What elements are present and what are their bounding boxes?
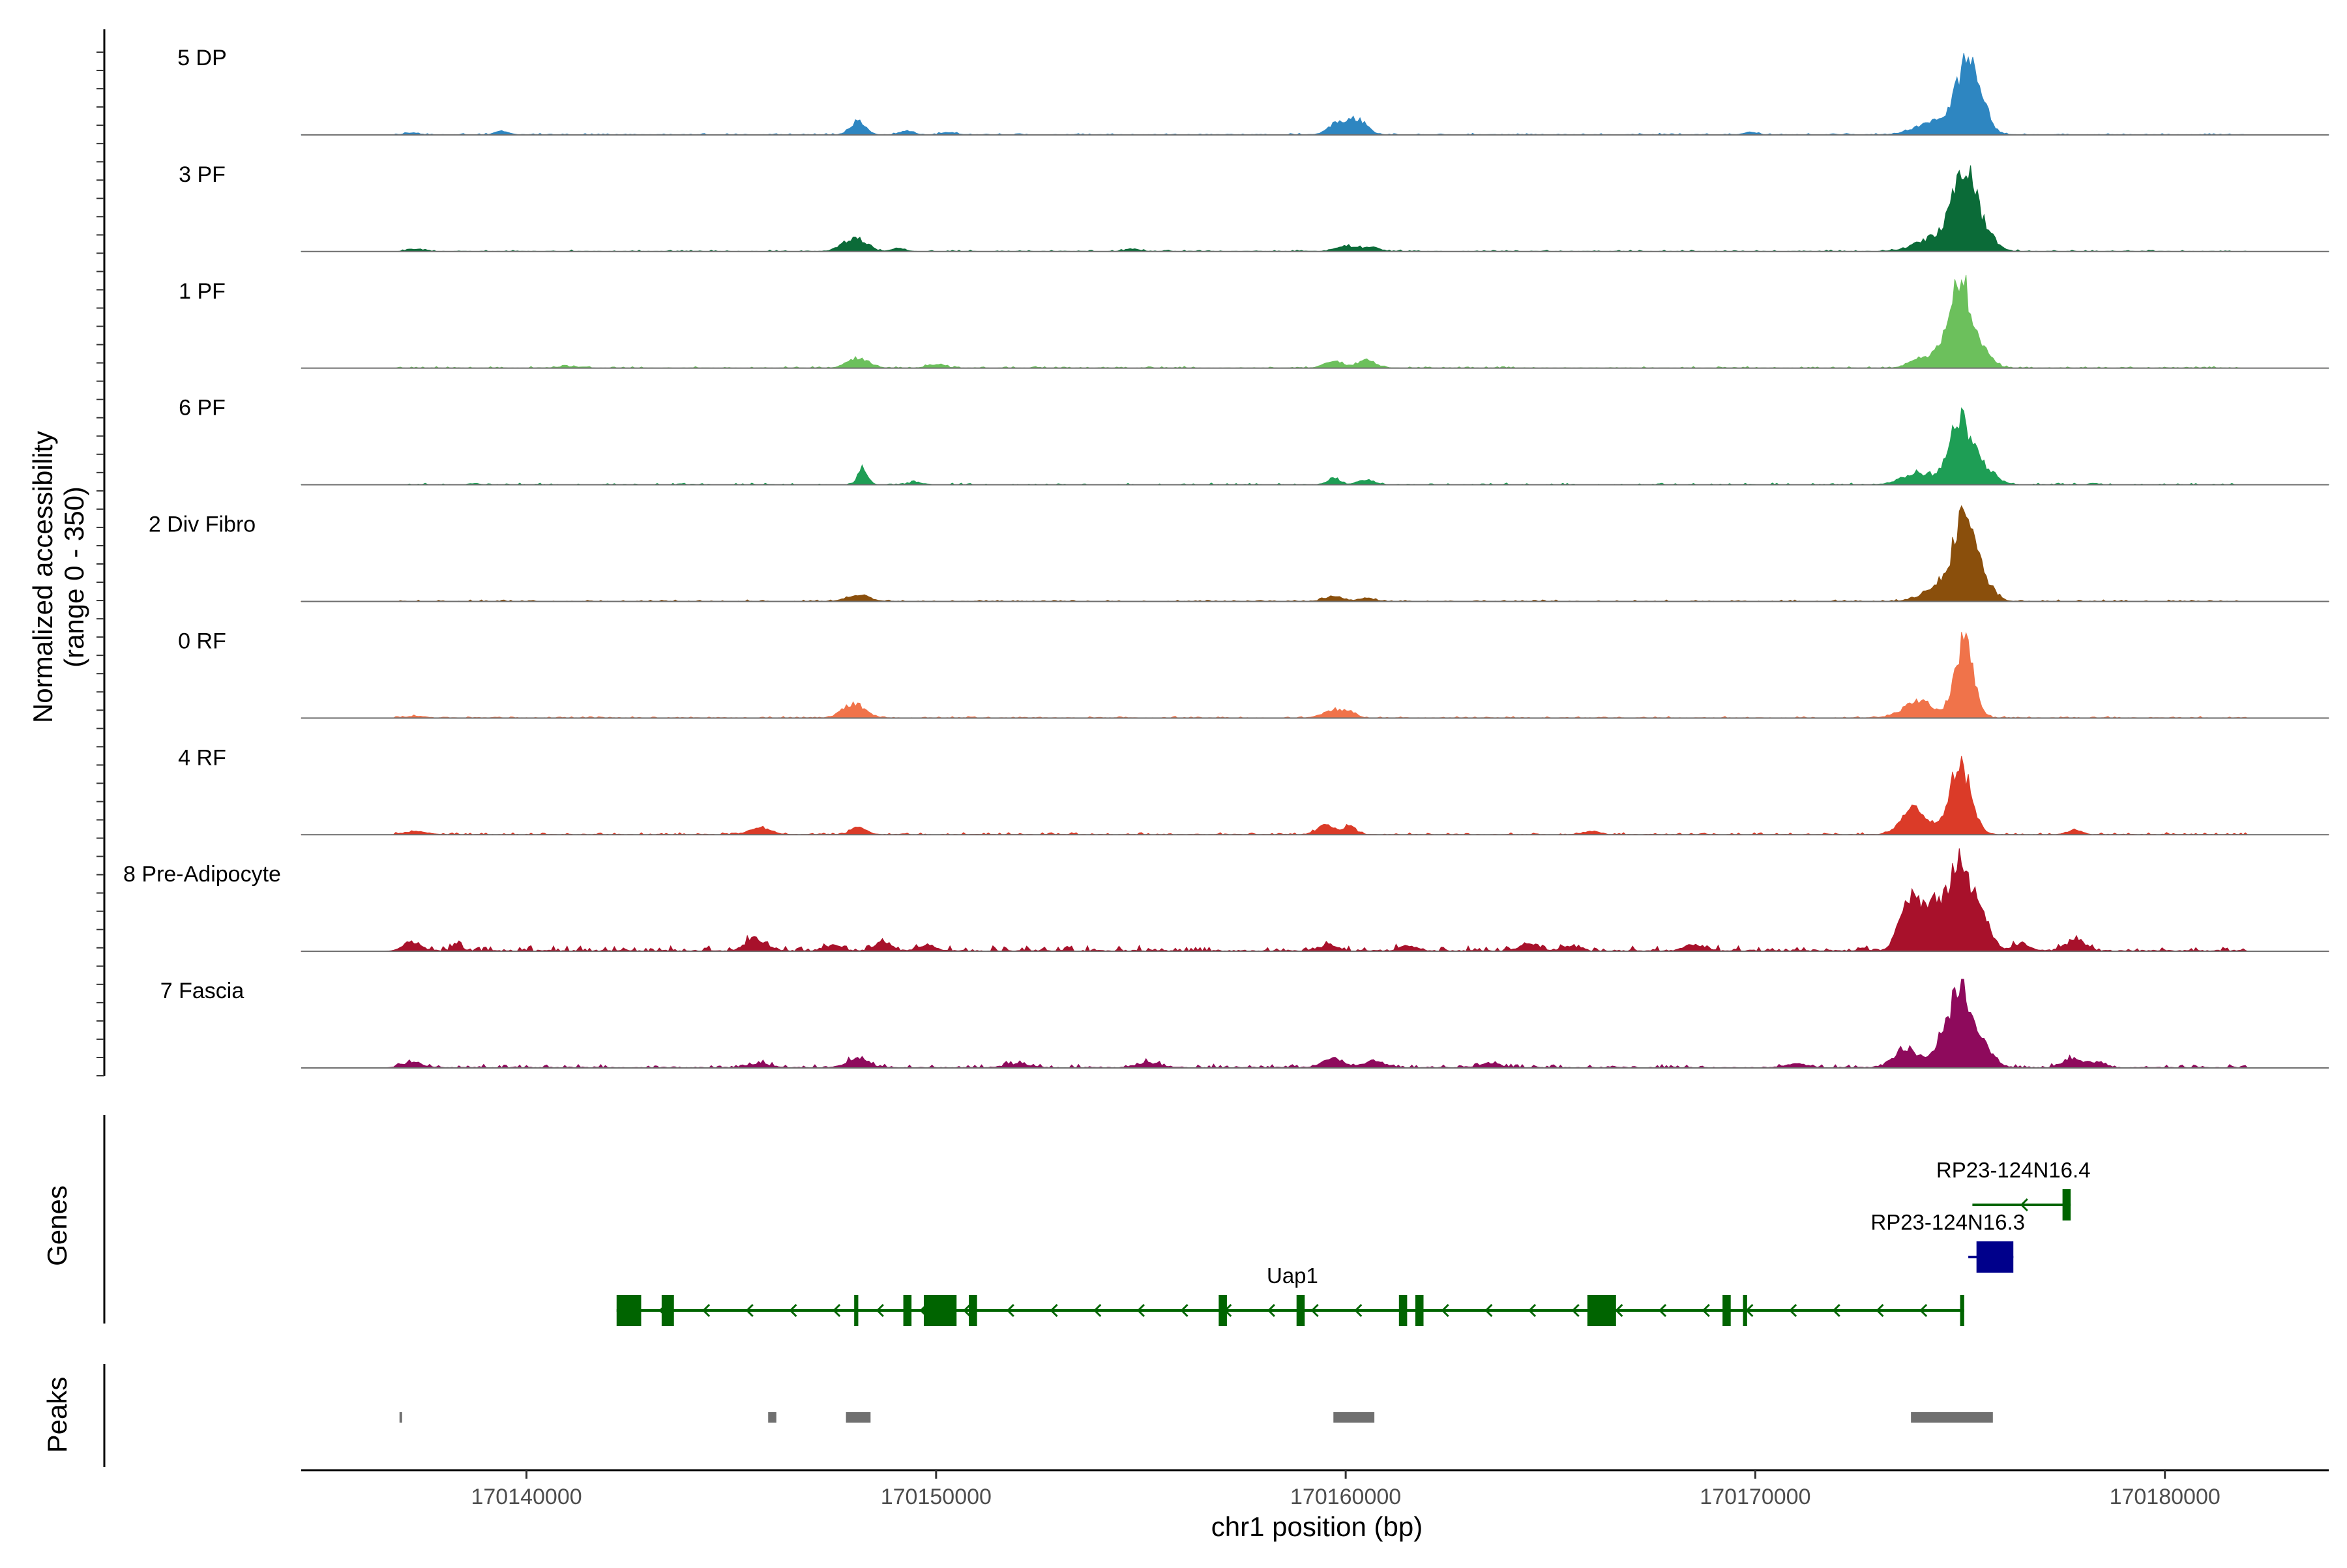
strand-arrow: [1702, 1303, 1710, 1318]
coverage-area: [301, 848, 2329, 952]
strand-arrow: [789, 1303, 797, 1318]
y-axis-title-line1: Normalized accessibility: [27, 431, 58, 723]
strand-arrow: [1006, 1303, 1014, 1318]
coverage-area: [301, 756, 2329, 835]
x-tick-label: 170180000: [2110, 1485, 2221, 1509]
coverage-area: [301, 274, 2329, 369]
gene-exon: [616, 1295, 642, 1326]
strand-arrow: [1658, 1303, 1667, 1318]
track-label: 6 PF: [179, 396, 226, 421]
gene-exon: [1976, 1241, 2014, 1273]
gene-uap1: Uap1: [616, 1264, 1964, 1326]
strand-arrow: [1441, 1303, 1449, 1318]
strand-arrow: [876, 1303, 884, 1318]
track-label: 3 PF: [179, 162, 226, 187]
track-label: 1 PF: [179, 279, 226, 304]
strand-arrow: [1615, 1303, 1623, 1318]
track-4-rf: 4 RF: [178, 745, 2329, 836]
strand-arrow: [1354, 1303, 1363, 1318]
gene-exon: [1218, 1295, 1227, 1326]
strand-arrow: [1093, 1303, 1102, 1318]
peak-track: [399, 1412, 1993, 1423]
gene-exon: [923, 1295, 957, 1326]
strand-arrow: [2020, 1198, 2028, 1212]
strand-arrow: [1136, 1303, 1145, 1318]
x-tick-label: 170140000: [471, 1485, 582, 1509]
strand-arrow: [1528, 1303, 1537, 1318]
x-axis: 170140000 170150000 170160000 170170000 1701…: [301, 1469, 2329, 1509]
coverage-tracks: 5 DP 3 PF 1 PF 6 PF 2 Div Fibro 0 RF 4 RF 8 Pre…: [123, 46, 2329, 1069]
coverage-area: [301, 632, 2329, 718]
strand-arrow: [833, 1303, 841, 1318]
strand-arrow: [1484, 1303, 1493, 1318]
track-label: 7 Fascia: [160, 979, 244, 1003]
strand-arrow: [1571, 1303, 1580, 1318]
gene-exon: [1296, 1295, 1305, 1326]
track-0-rf: 0 RF: [178, 629, 2329, 719]
y-axis-title-line2: (range 0 - 350): [59, 486, 89, 668]
strand-arrow: [1050, 1303, 1058, 1318]
strand-arrow: [702, 1303, 711, 1318]
gene-track: Uap1 RP23-124N16.3 RP23-124N16.4: [616, 1158, 2091, 1326]
strand-arrow: [1267, 1303, 1276, 1318]
track-label: 5 DP: [177, 46, 227, 70]
coverage-area: [301, 53, 2329, 136]
strand-arrow: [745, 1303, 754, 1318]
genes-axis-title: Genes: [42, 1185, 72, 1266]
x-tick-label: 170170000: [1700, 1485, 1810, 1509]
track-label: 0 RF: [178, 629, 226, 653]
track-8-pre-adipocyte: 8 Pre-Adipocyte: [123, 848, 2329, 953]
left-axes: [96, 29, 106, 1467]
gene-label: RP23-124N16.3: [1870, 1210, 2025, 1234]
track-2-div-fibro: 2 Div Fibro: [149, 505, 2329, 602]
strand-arrow: [1919, 1303, 1928, 1318]
track-label: 8 Pre-Adipocyte: [123, 862, 281, 887]
peak-region: [1911, 1412, 1993, 1423]
track-5-dp: 5 DP: [177, 46, 2329, 136]
gene-exon: [1960, 1295, 1964, 1326]
gene-exon: [854, 1295, 859, 1326]
peaks-axis-title: Peaks: [42, 1377, 72, 1453]
gene-exon: [1398, 1295, 1408, 1326]
gene-exon: [969, 1295, 977, 1326]
coverage-area: [301, 979, 2329, 1069]
coverage-area: [301, 505, 2329, 602]
track-6-pf: 6 PF: [179, 396, 2329, 486]
x-tick-label: 170160000: [1290, 1485, 1401, 1509]
x-axis-title: chr1 position (bp): [1211, 1511, 1423, 1542]
gene-exon: [1722, 1295, 1731, 1326]
gene-exon: [2062, 1189, 2071, 1220]
coverage-area: [301, 165, 2329, 252]
x-tick-label: 170150000: [881, 1485, 992, 1509]
track-1-pf: 1 PF: [179, 274, 2329, 369]
track-3-pf: 3 PF: [179, 162, 2329, 252]
peak-region: [399, 1412, 402, 1423]
gene-label: RP23-124N16.4: [1936, 1158, 2091, 1182]
track-label: 4 RF: [178, 745, 226, 770]
strand-arrow: [1788, 1303, 1797, 1318]
peak-region: [768, 1412, 776, 1423]
track-label: 2 Div Fibro: [149, 512, 256, 537]
strand-arrow: [1832, 1303, 1840, 1318]
gene-label: Uap1: [1267, 1264, 1318, 1288]
strand-arrow: [963, 1303, 971, 1318]
gene-exon: [1415, 1295, 1424, 1326]
peak-region: [1333, 1412, 1375, 1423]
coverage-area: [301, 407, 2329, 486]
strand-arrow: [1310, 1303, 1319, 1318]
strand-arrow: [1876, 1303, 1884, 1318]
track-7-fascia: 7 Fascia: [160, 979, 2329, 1069]
strand-arrow: [1180, 1303, 1188, 1318]
gene-rp23-124n16.3: RP23-124N16.3: [1870, 1210, 2025, 1273]
peak-region: [846, 1412, 871, 1423]
gene-exon: [1587, 1295, 1616, 1326]
gene-rp23-124n16.4: RP23-124N16.4: [1936, 1158, 2091, 1220]
gene-exon: [661, 1295, 674, 1326]
gene-exon: [903, 1295, 912, 1326]
gene-exon: [1743, 1295, 1747, 1326]
